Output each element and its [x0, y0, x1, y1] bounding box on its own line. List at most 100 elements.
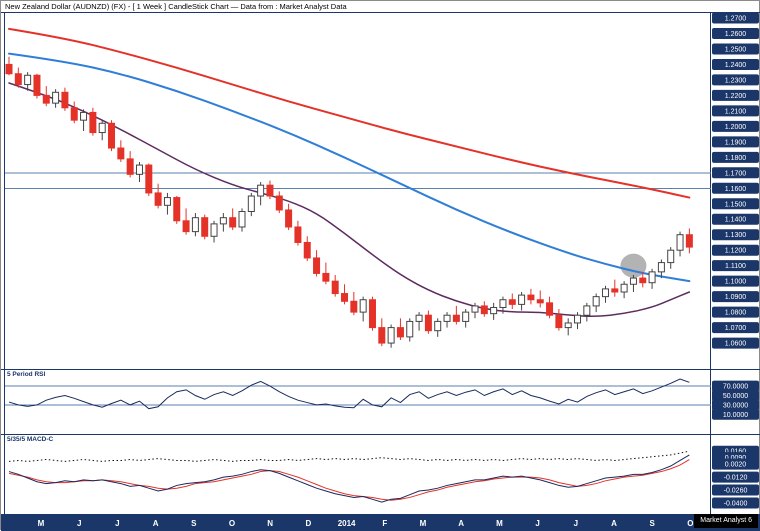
candle-up	[52, 91, 60, 104]
candle-down	[201, 217, 209, 237]
rsi-axis-label: 10.0000	[723, 412, 748, 419]
price-axis-tag	[712, 151, 759, 163]
candle-up	[387, 327, 395, 344]
candle-down	[294, 226, 302, 243]
candle-up	[499, 299, 507, 308]
x-axis-label: J	[115, 519, 119, 528]
rsi-panel-label: 5 Period RSI	[7, 371, 46, 378]
candle-down	[182, 220, 190, 233]
price-axis-label: 1.2500	[725, 46, 747, 53]
price-axis-label: 1.2400	[725, 62, 747, 69]
candle-down	[61, 91, 69, 109]
price-axis-label: 1.1900	[725, 139, 747, 146]
price-axis-tag	[712, 275, 759, 287]
candle-up	[98, 122, 106, 134]
candle-down	[322, 272, 330, 282]
price-axis-label: 1.1600	[725, 186, 747, 193]
price-axis-tag	[712, 74, 759, 86]
candle-down	[285, 209, 293, 228]
price-axis-label: 1.2200	[725, 93, 747, 100]
candle-down	[154, 192, 162, 206]
price-axis-label: 1.2700	[725, 16, 747, 23]
price-axis-tag	[712, 136, 759, 148]
x-axis-label: M	[420, 519, 427, 528]
price-axis-label: 1.2100	[725, 108, 747, 115]
price-axis-tag	[712, 337, 759, 349]
x-axis-label: A	[458, 519, 464, 528]
rsi-axis-label: 50.0000	[723, 393, 748, 400]
candle-down	[611, 288, 619, 293]
price-axis-tag	[712, 213, 759, 225]
candle-down	[229, 217, 237, 228]
macd-axis-tag	[712, 471, 759, 483]
candle-down	[70, 107, 78, 121]
x-axis-label: M	[496, 519, 503, 528]
candle-down	[89, 111, 97, 134]
candle-down	[396, 327, 404, 338]
price-axis-tag	[712, 27, 759, 39]
price-axis-label: 1.1700	[725, 170, 747, 177]
macd-signal-line	[8, 459, 690, 501]
x-axis-label: D	[306, 519, 312, 528]
candle-up	[620, 283, 628, 293]
price-axis-label: 1.0700	[725, 325, 747, 332]
price-axis-tag	[712, 229, 759, 241]
price-axis-label: 1.1400	[725, 217, 747, 224]
long-ma-red	[8, 27, 691, 199]
candle-up	[406, 320, 414, 338]
price-axis-tag	[712, 105, 759, 117]
price-axis-tag	[712, 198, 759, 210]
candle-down	[350, 300, 358, 313]
candle-down	[341, 293, 349, 302]
candle-up	[648, 271, 656, 284]
price-axis-tag	[712, 58, 759, 70]
chart-title: New Zealand Dollar (AUDNZD) (FX) - [ 1 W…	[1, 1, 759, 12]
x-axis-label: S	[650, 519, 656, 528]
price-axis-tag	[712, 260, 759, 272]
x-axis-label: J	[535, 519, 539, 528]
x-axis-strip	[1, 515, 760, 531]
x-axis-label: A	[153, 519, 159, 528]
candle-down	[424, 314, 432, 332]
candle-down	[108, 122, 116, 149]
price-axis-label: 1.0900	[725, 294, 747, 301]
rsi-axis-tag	[712, 380, 759, 392]
candle-down	[555, 314, 563, 329]
candle-up	[219, 217, 227, 225]
price-axis-tag	[712, 244, 759, 256]
x-axis-label: S	[191, 519, 197, 528]
price-axis-tag	[712, 43, 759, 55]
candle-up	[601, 288, 609, 298]
candle-down	[275, 195, 283, 211]
price-axis-tag	[712, 182, 759, 194]
macd-axis-label: -0.0400	[724, 501, 748, 508]
price-axis-tag	[712, 291, 759, 303]
candle-up	[490, 306, 498, 315]
price-axis-label: 1.2000	[725, 124, 747, 131]
macd-axis-tag	[712, 484, 759, 496]
x-axis-label: O	[229, 519, 235, 528]
candle-down	[303, 241, 311, 259]
candle-down	[368, 299, 376, 329]
candle-down	[480, 305, 488, 315]
candle-up	[415, 314, 423, 322]
x-axis-label: N	[267, 519, 273, 528]
candle-up	[163, 197, 171, 206]
price-axis-label: 1.1800	[725, 155, 747, 162]
macd-axis-tag	[712, 458, 759, 470]
macd-line	[8, 454, 690, 503]
price-axis-tag	[712, 120, 759, 132]
candle-up	[657, 262, 665, 273]
candle-up	[238, 211, 246, 228]
price-axis-tag	[712, 306, 759, 318]
price-axis-tag	[712, 167, 759, 179]
candle-up	[592, 296, 600, 307]
rsi-axis-label: 30.0000	[723, 402, 748, 409]
short-ma-purple	[8, 82, 691, 317]
candle-down	[546, 302, 554, 316]
candle-up	[135, 164, 143, 175]
price-axis-label: 1.0600	[725, 341, 747, 348]
candle-up	[257, 184, 265, 197]
